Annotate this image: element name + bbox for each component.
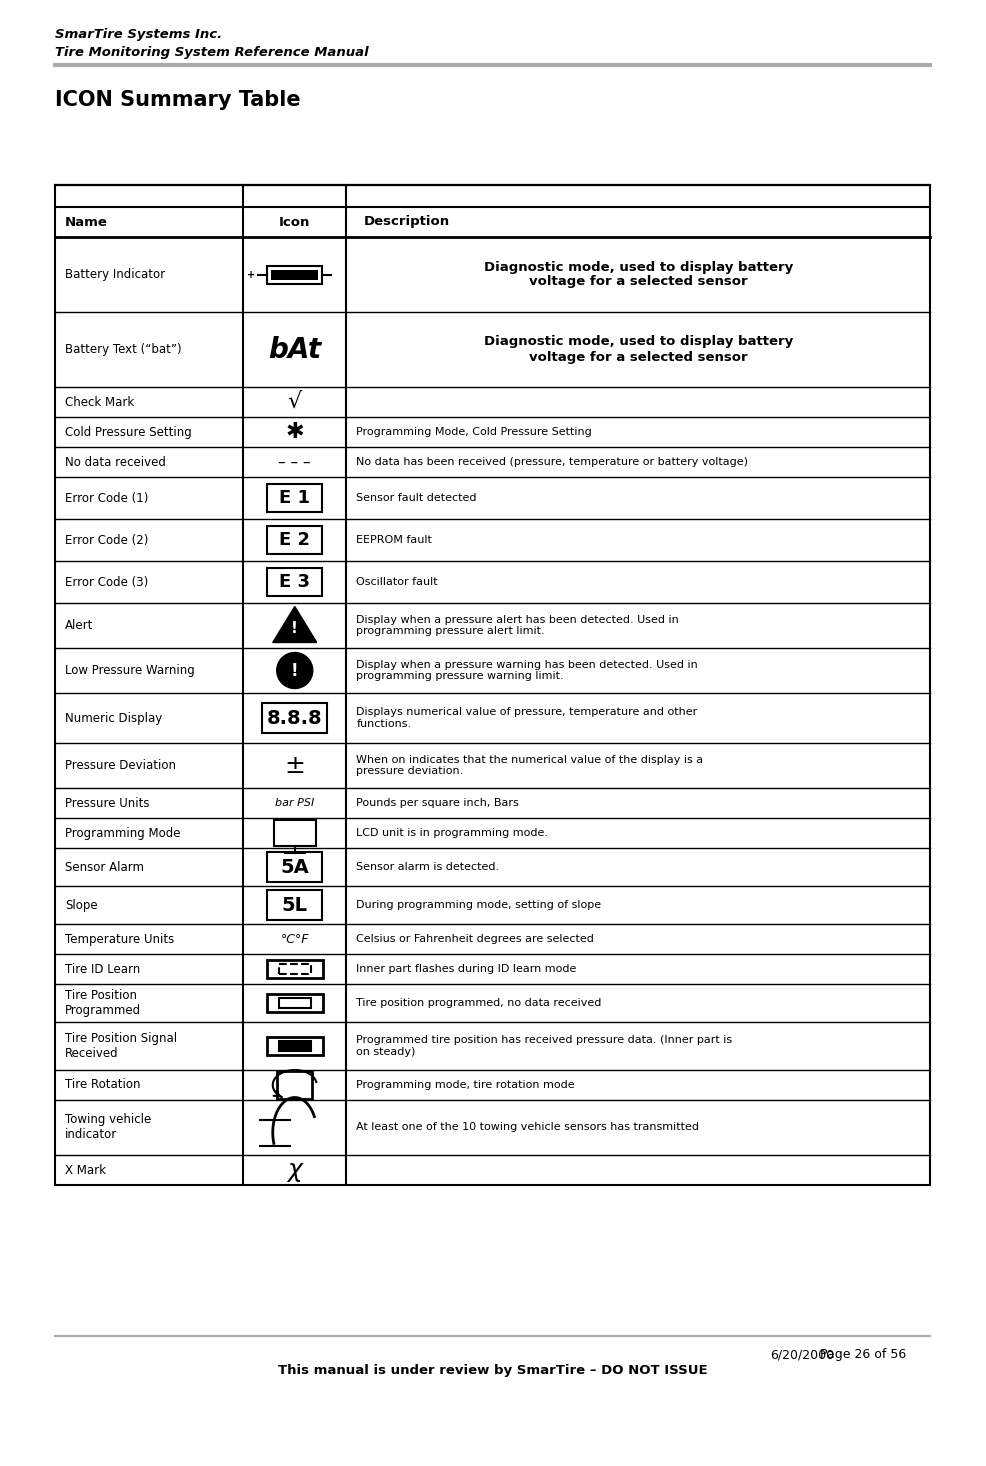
Text: This manual is under review by SmarTire – DO NOT ISSUE: This manual is under review by SmarTire … bbox=[278, 1363, 707, 1377]
Text: Display when a pressure warning has been detected. Used in
programming pressure : Display when a pressure warning has been… bbox=[356, 660, 698, 682]
Bar bbox=[267, 567, 322, 597]
Polygon shape bbox=[273, 607, 317, 642]
Text: Oscillator fault: Oscillator fault bbox=[356, 578, 438, 586]
Text: During programming mode, setting of slope: During programming mode, setting of slop… bbox=[356, 900, 601, 910]
Text: Error Code (3): Error Code (3) bbox=[65, 576, 148, 588]
Text: Inner part flashes during ID learn mode: Inner part flashes during ID learn mode bbox=[356, 965, 577, 973]
Text: SmarTire Systems Inc.: SmarTire Systems Inc. bbox=[55, 28, 222, 41]
Text: Check Mark: Check Mark bbox=[65, 396, 134, 409]
Text: √: √ bbox=[288, 391, 302, 412]
Text: 5L: 5L bbox=[282, 896, 308, 915]
Text: Cold Pressure Setting: Cold Pressure Setting bbox=[65, 425, 191, 438]
Text: Sensor Alarm: Sensor Alarm bbox=[65, 861, 144, 874]
Text: Displays numerical value of pressure, temperature and other
functions.: Displays numerical value of pressure, te… bbox=[356, 707, 698, 729]
Bar bbox=[262, 704, 327, 733]
Text: Alert: Alert bbox=[65, 619, 94, 632]
Text: Tire Monitoring System Reference Manual: Tire Monitoring System Reference Manual bbox=[55, 45, 369, 59]
Bar bbox=[267, 265, 322, 283]
Text: Icon: Icon bbox=[279, 216, 311, 229]
Text: °C°F: °C°F bbox=[280, 932, 309, 946]
Bar bbox=[55, 185, 930, 1185]
Text: Battery Text (“bat”): Battery Text (“bat”) bbox=[65, 343, 181, 356]
Text: !: ! bbox=[291, 661, 299, 680]
Text: Diagnostic mode, used to display battery
voltage for a selected sensor: Diagnostic mode, used to display battery… bbox=[483, 336, 793, 364]
Text: bAt: bAt bbox=[268, 336, 321, 364]
Text: Numeric Display: Numeric Display bbox=[65, 711, 163, 724]
Bar bbox=[267, 960, 322, 978]
Text: No data has been received (pressure, temperature or battery voltage): No data has been received (pressure, tem… bbox=[356, 457, 748, 468]
Text: Diagnostic mode, used to display battery
voltage for a selected sensor: Diagnostic mode, used to display battery… bbox=[483, 261, 793, 289]
Text: ICON Summary Table: ICON Summary Table bbox=[55, 89, 301, 110]
Text: X Mark: X Mark bbox=[65, 1164, 106, 1177]
Text: Pounds per square inch, Bars: Pounds per square inch, Bars bbox=[356, 798, 519, 808]
Bar bbox=[267, 890, 322, 921]
Bar bbox=[267, 852, 322, 883]
Text: LCD unit is in programming mode.: LCD unit is in programming mode. bbox=[356, 828, 548, 839]
Text: At least one of the 10 towing vehicle sensors has transmitted: At least one of the 10 towing vehicle se… bbox=[356, 1123, 699, 1133]
Text: Low Pressure Warning: Low Pressure Warning bbox=[65, 664, 195, 677]
Text: Programmed tire position has received pressure data. (Inner part is
on steady): Programmed tire position has received pr… bbox=[356, 1035, 733, 1057]
Text: Name: Name bbox=[64, 216, 107, 229]
Text: Page 26 of 56: Page 26 of 56 bbox=[820, 1349, 906, 1360]
Text: Tire Position Signal
Received: Tire Position Signal Received bbox=[65, 1032, 177, 1060]
Text: Pressure Deviation: Pressure Deviation bbox=[65, 759, 176, 773]
Text: Programming mode, tire rotation mode: Programming mode, tire rotation mode bbox=[356, 1080, 575, 1091]
Bar bbox=[279, 998, 311, 1009]
Text: Sensor alarm is detected.: Sensor alarm is detected. bbox=[356, 862, 500, 872]
Text: +: + bbox=[247, 270, 255, 280]
Text: E 1: E 1 bbox=[279, 490, 311, 507]
Text: When on indicates that the numerical value of the display is a
pressure deviatio: When on indicates that the numerical val… bbox=[356, 755, 703, 777]
Text: Error Code (2): Error Code (2) bbox=[65, 534, 148, 547]
Text: Celsius or Fahrenheit degrees are selected: Celsius or Fahrenheit degrees are select… bbox=[356, 934, 595, 944]
Text: ±: ± bbox=[284, 754, 306, 777]
Text: Tire Rotation: Tire Rotation bbox=[65, 1079, 140, 1092]
Text: Tire position programmed, no data received: Tire position programmed, no data receiv… bbox=[356, 998, 601, 1009]
Circle shape bbox=[277, 652, 313, 689]
Text: 5A: 5A bbox=[280, 858, 310, 877]
Text: Tire Position
Programmed: Tire Position Programmed bbox=[65, 990, 141, 1017]
Bar bbox=[267, 526, 322, 554]
Text: Description: Description bbox=[364, 216, 450, 229]
Text: bar PSI: bar PSI bbox=[275, 798, 315, 808]
Text: 6/20/2000: 6/20/2000 bbox=[770, 1349, 834, 1360]
Bar bbox=[267, 1036, 322, 1056]
Bar bbox=[277, 1072, 313, 1100]
Text: E 2: E 2 bbox=[279, 531, 311, 548]
Text: Towing vehicle
indicator: Towing vehicle indicator bbox=[65, 1114, 151, 1142]
Text: 8.8.8: 8.8.8 bbox=[267, 708, 322, 727]
Text: Temperature Units: Temperature Units bbox=[65, 932, 175, 946]
Text: Battery Indicator: Battery Indicator bbox=[65, 268, 165, 281]
Bar bbox=[267, 484, 322, 512]
Text: Slope: Slope bbox=[65, 899, 98, 912]
Text: Programming Mode, Cold Pressure Setting: Programming Mode, Cold Pressure Setting bbox=[356, 427, 593, 437]
Bar bbox=[271, 270, 318, 280]
Text: E 3: E 3 bbox=[279, 573, 311, 591]
Text: Tire ID Learn: Tire ID Learn bbox=[65, 963, 140, 975]
Bar bbox=[279, 965, 311, 973]
Text: ✱: ✱ bbox=[285, 422, 304, 443]
Text: Sensor fault detected: Sensor fault detected bbox=[356, 493, 477, 503]
Text: – – –: – – – bbox=[278, 454, 311, 469]
Text: Error Code (1): Error Code (1) bbox=[65, 491, 148, 504]
Bar bbox=[267, 994, 322, 1012]
Text: No data received: No data received bbox=[65, 456, 166, 469]
Bar bbox=[274, 819, 316, 846]
Text: χ: χ bbox=[287, 1158, 302, 1182]
Text: Display when a pressure alert has been detected. Used in
programming pressure al: Display when a pressure alert has been d… bbox=[356, 614, 679, 636]
Text: !: ! bbox=[291, 622, 298, 636]
Text: Pressure Units: Pressure Units bbox=[65, 796, 150, 809]
Text: EEPROM fault: EEPROM fault bbox=[356, 535, 432, 545]
Bar bbox=[279, 1041, 311, 1051]
Text: Programming Mode: Programming Mode bbox=[65, 827, 180, 840]
